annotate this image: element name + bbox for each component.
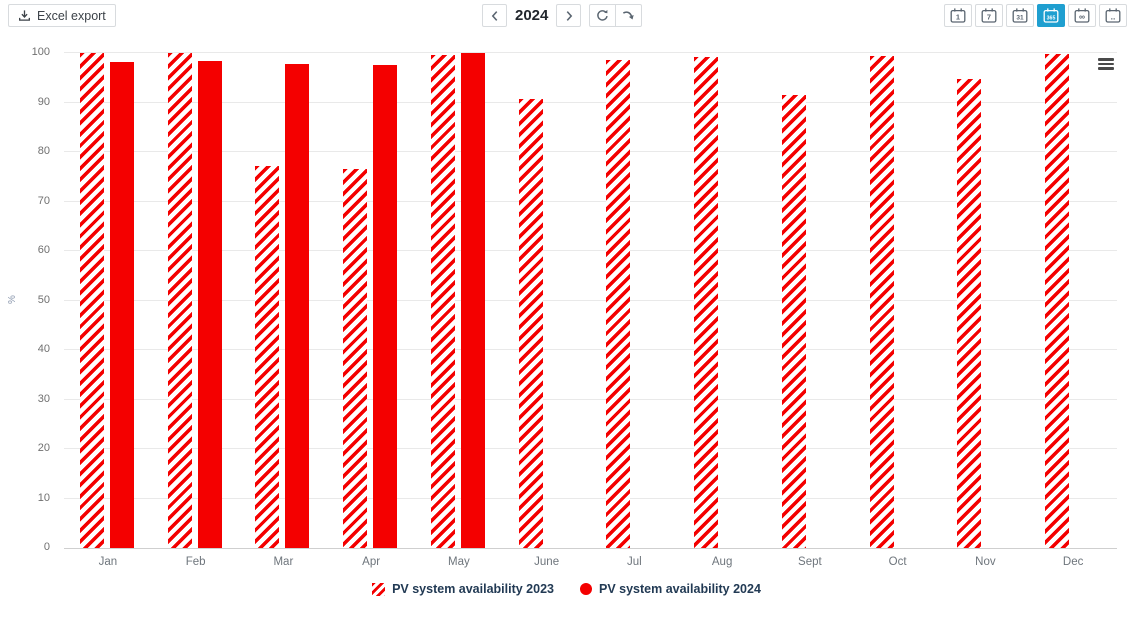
- legend-item-2024[interactable]: PV system availability 2024: [580, 582, 761, 596]
- x-axis-label-aug: Aug: [711, 556, 733, 568]
- chevron-left-icon: [488, 9, 502, 23]
- bar-aug-2023: [694, 56, 719, 548]
- excel-export-label: Excel export: [37, 8, 106, 23]
- y-axis-tick-label: 100: [31, 46, 50, 58]
- y-axis-tick-label: 80: [37, 145, 50, 157]
- bar-dec-2023: [1045, 53, 1070, 548]
- bar-mar-2023: [255, 165, 280, 548]
- calendar-lifetime-icon: ∞: [1073, 7, 1091, 25]
- x-axis-label-dec: Dec: [1062, 556, 1084, 568]
- svg-text:..: ..: [1111, 11, 1116, 21]
- x-axis-label-apr: Apr: [362, 556, 381, 568]
- y-axis-tick-label: 40: [37, 343, 50, 355]
- time-range-switcher: 1 7 31 365 ∞..: [944, 4, 1127, 27]
- view-year-button[interactable]: 365: [1037, 4, 1065, 27]
- excel-export-button[interactable]: Excel export: [8, 4, 116, 27]
- x-axis-label-nov: Nov: [975, 556, 996, 568]
- bar-feb-2023: [167, 53, 192, 548]
- gridline-y80: [64, 151, 1117, 152]
- legend-item-2023[interactable]: PV system availability 2023: [372, 582, 554, 596]
- y-axis-tick-label: 90: [37, 95, 50, 108]
- previous-year-button[interactable]: [482, 4, 507, 27]
- period-navigation: 2024: [482, 4, 643, 27]
- calendar-custom-icon: ..: [1104, 7, 1122, 25]
- chevron-right-icon: [562, 9, 576, 23]
- refresh-button[interactable]: [589, 4, 617, 27]
- svg-text:7: 7: [987, 12, 991, 21]
- y-axis-tick-label: 0: [43, 541, 50, 553]
- gridline-y50: [64, 299, 1117, 301]
- bar-mar-2024: [285, 63, 310, 548]
- legend-label-2024: PV system availability 2024: [599, 582, 761, 596]
- bar-sept-2023: [781, 94, 806, 548]
- download-icon: [18, 9, 31, 22]
- bar-nov-2023: [957, 79, 982, 548]
- chart-context-menu-button[interactable]: [1096, 56, 1116, 72]
- hatched-series-marker-icon: [372, 582, 386, 596]
- svg-text:31: 31: [1016, 14, 1024, 21]
- x-axis-label-jul: Jul: [627, 556, 642, 568]
- refresh-group: [589, 4, 643, 27]
- gridline-y10: [64, 497, 1117, 499]
- next-year-button[interactable]: [556, 4, 582, 27]
- x-axis-label-jan: Jan: [98, 556, 118, 568]
- y-axis-tick-label: 50: [37, 293, 50, 306]
- y-axis-tick-label: 30: [37, 392, 50, 405]
- bar-feb-2024: [197, 60, 222, 548]
- bar-oct-2023: [869, 56, 894, 548]
- view-custom-button[interactable]: ..: [1099, 4, 1127, 27]
- bar-june-2023: [518, 99, 543, 548]
- x-axis-label-feb: Feb: [185, 556, 206, 568]
- plot-area: [64, 52, 1117, 549]
- gridline-y0: [64, 548, 1117, 549]
- calendar-week-icon: 7: [980, 7, 998, 25]
- x-axis-label-sept: Sept: [798, 556, 822, 568]
- gridline-y20: [64, 448, 1117, 449]
- gridline-y30: [64, 398, 1117, 400]
- gridline-y70: [64, 200, 1117, 202]
- chart-legend: PV system availability 2023 PV system av…: [0, 582, 1133, 596]
- calendar-month-icon: 31: [1011, 7, 1029, 25]
- y-axis-tick-label: 10: [37, 491, 50, 504]
- gridline-y40: [64, 349, 1117, 350]
- view-month-button[interactable]: 31: [1006, 4, 1034, 27]
- y-axis-tick-label: 70: [37, 194, 50, 207]
- calendar-day-icon: 1: [949, 7, 967, 25]
- bar-apr-2023: [343, 169, 368, 548]
- y-axis-tick-label: 60: [37, 244, 50, 256]
- x-axis-label-mar: Mar: [273, 556, 294, 568]
- gridline-y100: [64, 52, 1117, 53]
- jump-to-current-button[interactable]: [615, 4, 643, 27]
- hamburger-icon: [1098, 58, 1114, 61]
- bar-jan-2024: [109, 61, 134, 548]
- y-axis-tick-label: 20: [37, 442, 50, 454]
- x-axis-label-oct: Oct: [888, 556, 907, 568]
- svg-text:1: 1: [956, 12, 960, 21]
- bar-jan-2023: [79, 53, 104, 548]
- solid-series-marker-icon: [580, 583, 592, 595]
- gridline-y90: [64, 101, 1117, 103]
- view-lifetime-button[interactable]: ∞: [1068, 4, 1096, 27]
- gridline-y60: [64, 250, 1117, 251]
- view-day-button[interactable]: 1: [944, 4, 972, 27]
- legend-label-2023: PV system availability 2023: [392, 582, 554, 596]
- current-year-label: 2024: [515, 7, 549, 24]
- view-week-button[interactable]: 7: [975, 4, 1003, 27]
- x-axis-label-may: May: [448, 556, 470, 568]
- calendar-year-icon: 365: [1042, 7, 1060, 25]
- x-axis-label-june: June: [534, 556, 560, 568]
- bar-may-2023: [430, 54, 455, 548]
- svg-text:∞: ∞: [1079, 11, 1085, 21]
- bar-may-2024: [460, 53, 485, 548]
- refresh-icon: [595, 8, 610, 23]
- svg-text:365: 365: [1047, 15, 1056, 21]
- bar-jul-2023: [606, 59, 631, 548]
- bar-apr-2024: [373, 65, 398, 548]
- curved-arrow-icon: [621, 8, 636, 23]
